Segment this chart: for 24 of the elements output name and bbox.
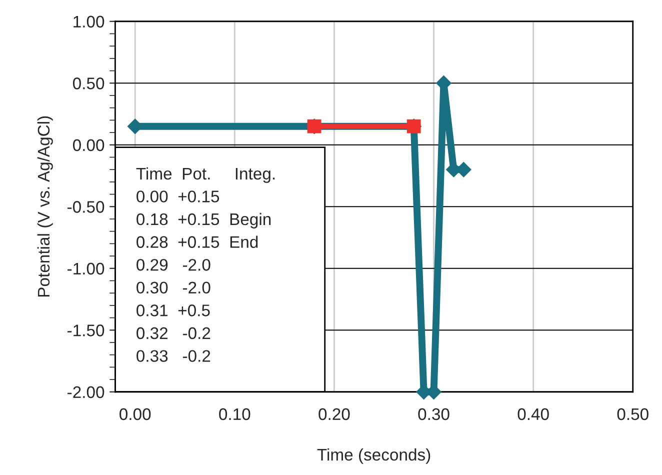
annotation: 0.31 +0.5 — [136, 304, 210, 316]
annotation: 0.00 +0.15 — [136, 190, 220, 202]
annotation: Time Pot. Integ. — [136, 167, 275, 183]
y-tick-label: 0.00 — [72, 139, 104, 152]
x-tick-label: 0.10 — [219, 408, 250, 420]
x-tick-label: 0.00 — [120, 408, 151, 420]
y-tick-label: 1.00 — [74, 16, 104, 28]
y-tick-label: -1.00 — [68, 262, 104, 275]
x-tick-label: 0.40 — [518, 408, 549, 420]
y-tick-label: -0.50 — [68, 201, 104, 213]
annotation: 0.18 +0.15 Begin — [136, 212, 271, 228]
annotation: 0.29 -2.0 — [136, 258, 210, 271]
annotation: 0.30 -2.0 — [136, 282, 210, 294]
y-tick-label: -2.00 — [68, 386, 104, 398]
x-tick-label: 0.50 — [617, 408, 648, 420]
x-axis-title: Time (seconds) — [317, 448, 430, 464]
y-axis-title: Potential (V vs. Ag/AgCl) — [37, 116, 53, 296]
y-tick-label: 0.50 — [72, 78, 104, 90]
annotation: 0.28 +0.15 End — [136, 236, 258, 248]
x-tick-label: 0.30 — [418, 408, 450, 420]
x-tick-label: 0.20 — [318, 408, 350, 420]
annotation: 0.33 -0.2 — [136, 350, 210, 362]
y-tick-label: -1.50 — [68, 324, 104, 336]
annotation: 0.32 -0.2 — [136, 327, 210, 340]
